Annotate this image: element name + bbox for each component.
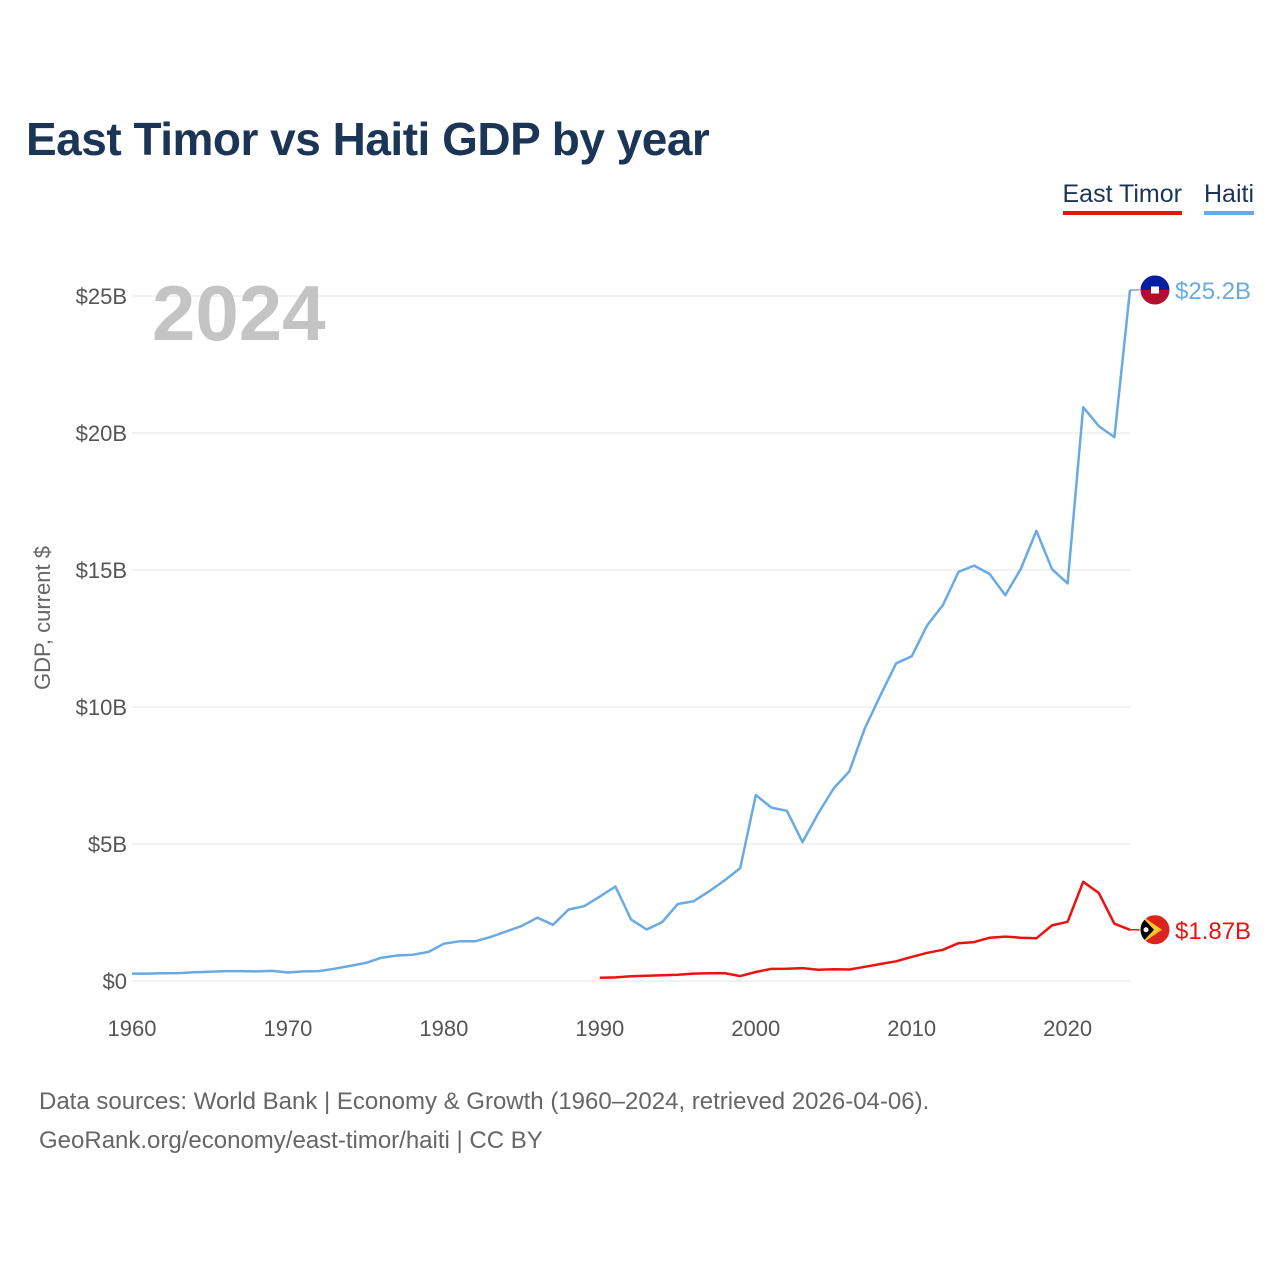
y-tick-label: $20B — [76, 421, 127, 446]
y-tick-label: $25B — [76, 284, 127, 309]
series-line-east-timor[interactable] — [599, 880, 1131, 979]
data-source-text: Data sources: World Bank | Economy & Gro… — [39, 1088, 930, 1115]
legend-item-haiti[interactable]: Haiti — [1203, 180, 1254, 215]
x-tick-label: 2000 — [731, 1016, 780, 1041]
end-markers: $1.87B $25.2B — [1130, 274, 1251, 946]
y-tick-label: $5B — [88, 832, 127, 857]
east-timor-flag-icon — [1139, 914, 1171, 946]
legend: East Timor Haiti — [1062, 180, 1254, 215]
end-value-label: $25.2B — [1175, 278, 1251, 305]
chart-title: East Timor vs Haiti GDP by year — [26, 113, 710, 165]
x-tick-label: 1990 — [575, 1016, 624, 1041]
x-tick-label: 1980 — [419, 1016, 468, 1041]
series-line-haiti[interactable] — [132, 289, 1132, 975]
x-tick-label: 2010 — [887, 1016, 936, 1041]
y-tick-label: $10B — [76, 695, 127, 720]
footer: Data sources: World Bank | Economy & Gro… — [39, 1082, 929, 1160]
x-tick-label: 2020 — [1043, 1016, 1092, 1041]
gridlines — [132, 295, 1130, 982]
end-value-label: $1.87B — [1175, 918, 1251, 945]
y-tick-label: $0 — [103, 969, 127, 994]
x-tick-label: 1960 — [108, 1016, 157, 1041]
source-link[interactable]: GeoRank.org/economy/east-timor/haiti | C… — [39, 1127, 543, 1154]
series-lines — [132, 289, 1132, 979]
y-axis-label: GDP, current $ — [30, 546, 55, 690]
haiti-flag-icon — [1139, 274, 1171, 306]
current-year-label: 2024 — [152, 269, 326, 357]
y-axis-ticks: $0 $5B $10B $15B $20B $25B — [76, 284, 127, 994]
x-axis-ticks: 1960 1970 1980 1990 2000 2010 2020 — [108, 1016, 1093, 1041]
x-tick-label: 1970 — [263, 1016, 312, 1041]
legend-item-east-timor[interactable]: East Timor — [1062, 180, 1182, 215]
y-tick-label: $15B — [76, 558, 127, 583]
